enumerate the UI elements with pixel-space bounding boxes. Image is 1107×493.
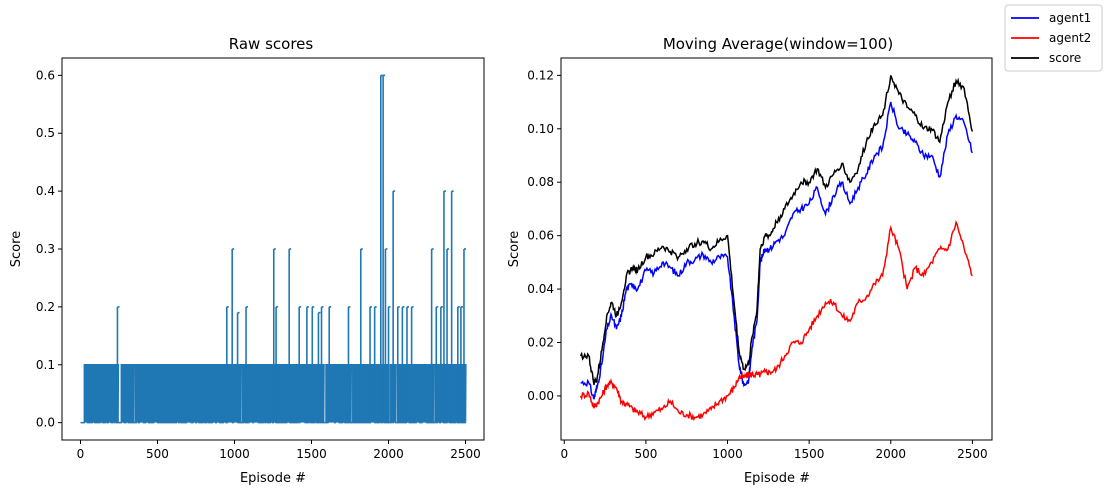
legend: agent1 agent2 score <box>1004 4 1103 72</box>
moving-average-plot: Moving Average(window=100) 0 500 1000 1500 2… <box>507 35 993 486</box>
y-tick-label: 0.3 <box>36 242 55 256</box>
legend-box <box>1004 4 1103 72</box>
moving-average-title: Moving Average(window=100) <box>663 35 893 53</box>
moving-average-ylabel: Score <box>507 231 522 267</box>
moving-average-xlabel: Episode # <box>744 471 810 486</box>
x-tick-label: 500 <box>146 447 169 461</box>
x-tick-label: 1500 <box>296 447 327 461</box>
moving-average-series <box>579 75 974 422</box>
moving-average-axes-frame <box>560 57 993 441</box>
y-tick-label: 0.08 <box>527 175 554 189</box>
x-tick-label: 1000 <box>712 447 743 461</box>
legend-label-agent1: agent1 <box>1049 11 1091 25</box>
y-tick-label: 0.06 <box>527 229 554 243</box>
raw-scores-title: Raw scores <box>229 35 314 53</box>
series-line-agent1 <box>580 101 974 400</box>
x-tick-label: 1000 <box>219 447 250 461</box>
y-tick-label: 0.1 <box>36 358 55 372</box>
raw-scores-series <box>80 74 467 424</box>
y-tick-label: 0.12 <box>527 68 554 82</box>
x-tick-label: 2500 <box>957 447 988 461</box>
legend-label-score: score <box>1049 51 1081 65</box>
y-tick-label: 0.02 <box>527 335 554 349</box>
y-tick-label: 0.5 <box>36 126 55 140</box>
x-tick-label: 500 <box>634 447 657 461</box>
series-line-agent2 <box>579 220 973 422</box>
y-tick-label: 0.4 <box>36 184 55 198</box>
raw-score-line <box>80 364 467 424</box>
y-tick-label: 0.04 <box>527 282 554 296</box>
legend-label-agent2: agent2 <box>1049 31 1091 45</box>
raw-scores-plot: Raw scores 0 500 1000 1500 2000 2500 0.0 0.1 0.… <box>9 35 485 486</box>
y-tick-label: 0.0 <box>36 416 55 430</box>
y-tick-label: 0.10 <box>527 122 554 136</box>
raw-scores-xlabel: Episode # <box>240 471 306 486</box>
x-tick-label: 0 <box>77 447 85 461</box>
y-tick-label: 0.00 <box>527 389 554 403</box>
y-tick-label: 0.6 <box>36 68 55 82</box>
x-tick-label: 2500 <box>450 447 481 461</box>
x-tick-label: 2000 <box>373 447 404 461</box>
series-line-score <box>579 75 974 386</box>
y-tick-label: 0.2 <box>36 300 55 314</box>
x-tick-label: 1500 <box>794 447 825 461</box>
x-tick-label: 2000 <box>876 447 907 461</box>
x-tick-label: 0 <box>560 447 568 461</box>
raw-scores-ylabel: Score <box>9 231 24 267</box>
